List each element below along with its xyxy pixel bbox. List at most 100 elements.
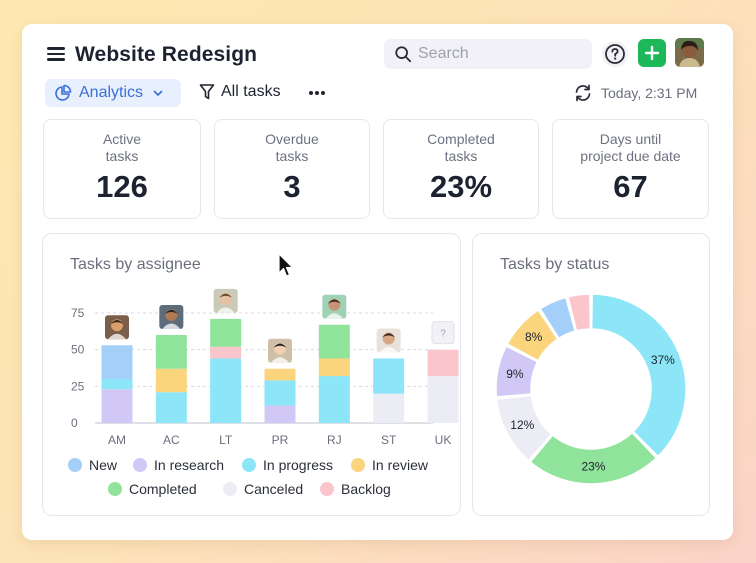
stat-value: 23% [429, 169, 493, 204]
stat-value: 67 [613, 169, 648, 204]
user-avatar[interactable] [675, 38, 704, 67]
legend-swatch [223, 482, 237, 496]
legend-item-completed: Completed [108, 481, 197, 497]
bar-segment-in-progress[interactable] [210, 358, 242, 423]
x-tick-label: ST [381, 433, 397, 447]
all-tasks-filter[interactable]: All tasks [199, 83, 281, 101]
all-tasks-label: All tasks [221, 83, 281, 100]
assignee-avatar[interactable] [268, 338, 292, 363]
legend-label: Completed [129, 481, 197, 497]
panel-title: Tasks by assignee [70, 256, 201, 273]
legend-label: New [89, 457, 118, 473]
legend-item-in-review: In review [351, 457, 428, 473]
bar-segment-in-review[interactable] [155, 368, 187, 393]
donut-slice-label: 9% [506, 367, 524, 381]
bar-segment-completed[interactable] [318, 324, 350, 359]
assignee-avatar[interactable] [213, 288, 238, 313]
last-refreshed-text: Today, 2:31 PM [601, 85, 698, 101]
donut-slice-new[interactable] [539, 296, 577, 340]
bar-segment-completed[interactable] [210, 318, 242, 347]
donut-slice-completed[interactable] [529, 431, 658, 485]
assignee-avatar[interactable] [322, 294, 347, 319]
stat-card-active: Active tasks 126 [43, 119, 201, 219]
x-tick-label: LT [219, 433, 233, 447]
bar-segment-backlog[interactable] [427, 349, 459, 377]
mouse-cursor-icon [278, 253, 294, 277]
assignee-avatar[interactable] [105, 315, 129, 340]
help-circle-icon [605, 44, 625, 64]
donut-slice-label: 8% [525, 330, 543, 344]
bar-segment-in-research[interactable] [264, 405, 296, 423]
menu-icon[interactable] [47, 47, 65, 61]
legend-swatch [242, 458, 256, 472]
bar-segment-completed[interactable] [155, 335, 187, 369]
legend-item-canceled: Canceled [223, 481, 303, 497]
bar-segment-in-review[interactable] [264, 368, 296, 381]
legend-item-new: New [68, 457, 117, 473]
legend-item-in-research: In research [133, 457, 224, 473]
x-tick-label: AM [108, 433, 126, 447]
analytics-dropdown[interactable]: Analytics [45, 79, 181, 107]
assignee-avatar[interactable] [376, 328, 401, 353]
assignee-avatar[interactable]: ? [431, 321, 455, 345]
stat-card-days-until-due: Days until project due date 67 [552, 119, 709, 219]
legend-item-backlog: Backlog [320, 481, 391, 497]
y-tick-label: 75 [71, 306, 85, 320]
x-tick-label: RJ [327, 433, 342, 447]
assignee-avatar[interactable] [159, 305, 184, 329]
stat-value: 126 [96, 169, 148, 204]
status-donut-chart: 37% 23% 12% 9% 8% [495, 293, 687, 485]
chevron-down-icon [153, 90, 163, 96]
assignee-bar-chart: 0 25 50 75 AM AC LT PR RJ ST UK? [71, 288, 459, 447]
refresh-icon [575, 84, 591, 102]
help-button[interactable] [602, 41, 628, 67]
more-options-button[interactable] [308, 84, 326, 102]
donut-slice-in-progress[interactable] [590, 293, 687, 458]
pie-chart-icon [55, 84, 72, 101]
donut-slice-label: 12% [510, 418, 534, 432]
svg-text:?: ? [440, 329, 446, 340]
legend-label: In research [154, 457, 225, 473]
search-input[interactable] [418, 45, 578, 63]
stat-label: Completed tasks [427, 131, 495, 164]
legend-label: Canceled [244, 481, 304, 497]
bar-segment-backlog[interactable] [210, 346, 242, 359]
bar-segment-canceled[interactable] [373, 393, 405, 423]
dashboard-card: Website Redesign Analytics All tasks Tod… [22, 24, 733, 540]
legend-swatch [320, 482, 334, 496]
assignee-chart-panel: Tasks by assignee 0 25 50 75 AM AC LT PR RJ ST UK?… [42, 233, 461, 516]
plus-icon [644, 45, 660, 61]
bar-segment-in-progress[interactable] [155, 392, 187, 423]
donut-slice-in-review[interactable] [506, 308, 559, 362]
x-tick-label: UK [435, 433, 452, 447]
stat-label: Overdue tasks [265, 131, 319, 164]
bar-segment-in-progress[interactable] [318, 376, 350, 423]
legend-label: In progress [263, 457, 334, 473]
search-icon [395, 46, 412, 63]
donut-slice-label: 37% [651, 353, 675, 367]
y-tick-label: 0 [71, 416, 78, 430]
bar-segment-in-review[interactable] [318, 358, 350, 377]
legend-swatch [68, 458, 82, 472]
donut-slice-in-research[interactable] [495, 345, 539, 398]
refresh-status[interactable]: Today, 2:31 PM [573, 84, 697, 102]
legend-swatch [133, 458, 147, 472]
donut-slice-backlog[interactable] [567, 293, 592, 332]
stat-value: 3 [283, 169, 301, 204]
bar-segment-in-research[interactable] [101, 389, 133, 423]
bar-segment-canceled[interactable] [427, 376, 459, 423]
stat-label: Active tasks [102, 131, 142, 164]
analytics-label: Analytics [79, 84, 144, 101]
add-button[interactable] [638, 39, 666, 67]
bar-segment-in-progress[interactable] [264, 380, 296, 406]
search-box[interactable] [384, 39, 592, 69]
page-title: Website Redesign [75, 43, 258, 66]
y-tick-label: 25 [71, 379, 85, 393]
bar-segment-in-progress[interactable] [373, 358, 405, 394]
legend-label: Backlog [341, 481, 391, 497]
bar-segment-new[interactable] [101, 345, 133, 379]
status-chart-panel: Tasks by status 37% 23% 12% 9% 8% [472, 233, 710, 516]
stat-label: Days until project due date [580, 131, 681, 164]
bar-segment-in-progress[interactable] [101, 379, 133, 390]
donut-slice-canceled[interactable] [495, 394, 553, 462]
